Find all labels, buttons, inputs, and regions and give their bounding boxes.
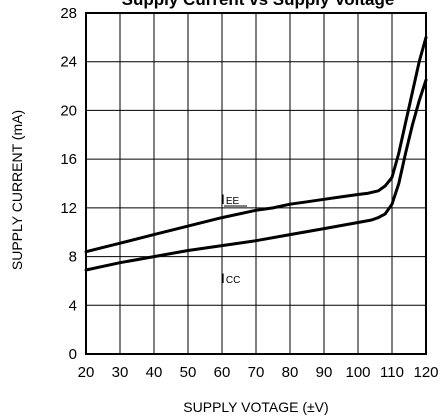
x-tick-label: 90 <box>316 364 333 381</box>
y-tick-label: 12 <box>60 200 77 217</box>
y-axis-label: SUPPLY CURRENT (mA) <box>9 110 25 270</box>
grid <box>85 12 427 355</box>
y-tick-label: 24 <box>60 54 77 71</box>
x-tick-label: 50 <box>180 364 197 381</box>
x-tick-labels: 20 30 40 50 60 70 80 90 100 110 120 <box>78 364 439 381</box>
y-tick-labels: 0 4 8 12 16 20 24 28 <box>60 5 77 363</box>
x-tick-label: 100 <box>345 364 370 381</box>
y-tick-label: 20 <box>60 102 77 119</box>
curves <box>84 35 428 272</box>
y-tick-label: 4 <box>69 297 77 314</box>
x-axis-label: SUPPLY VOTAGE (±V) <box>183 399 328 415</box>
y-tick-label: 16 <box>60 151 77 168</box>
curve-label-icc: ICC <box>221 270 240 286</box>
curve-label-iee: IEE <box>221 191 240 207</box>
x-tick-label: 120 <box>413 364 438 381</box>
chart-title: Supply Current vs Supply Voltage <box>122 0 395 9</box>
x-tick-label: 40 <box>146 364 163 381</box>
curve-icc <box>84 78 428 272</box>
x-tick-label: 70 <box>248 364 265 381</box>
x-tick-label: 110 <box>380 364 404 381</box>
y-tick-label: 0 <box>69 346 77 363</box>
x-tick-label: 20 <box>78 364 95 381</box>
y-tick-label: 8 <box>69 249 77 266</box>
x-tick-label: 60 <box>214 364 231 381</box>
x-tick-label: 80 <box>282 364 299 381</box>
x-tick-label: 30 <box>112 364 129 381</box>
curve-iee <box>84 35 428 254</box>
y-tick-label: 28 <box>60 5 77 22</box>
curve-labels: IEE ICC <box>221 191 247 286</box>
plot-frame <box>85 12 427 355</box>
